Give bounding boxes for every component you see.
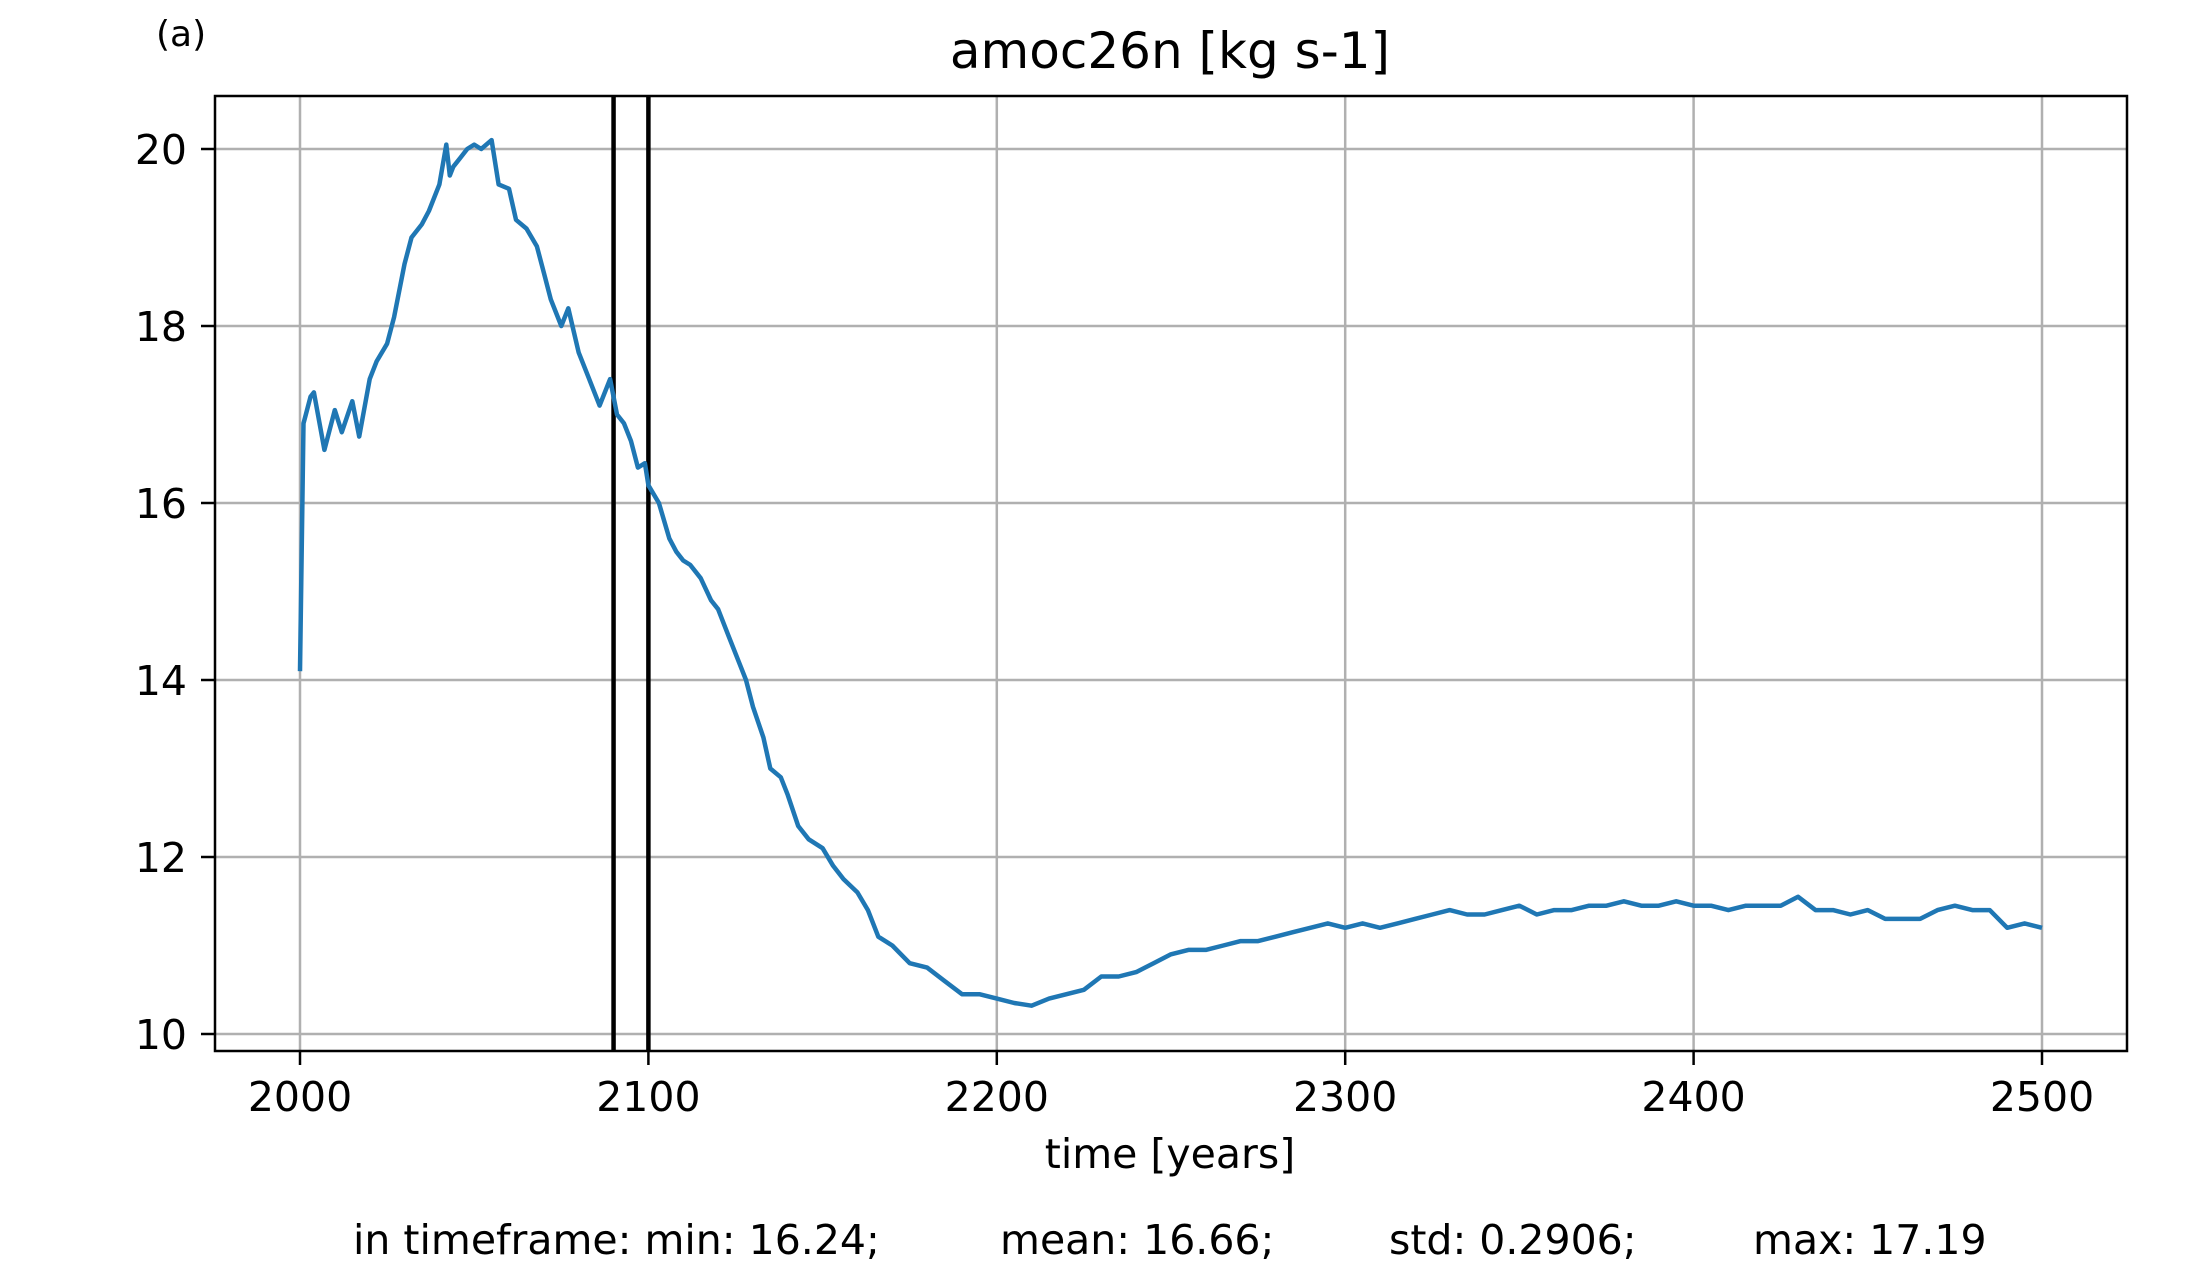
x-tick-label: 2000 <box>248 1073 352 1121</box>
x-tick-label: 2400 <box>1641 1073 1745 1121</box>
stat-mean: mean: 16.66; <box>1000 1216 1274 1263</box>
stat-min: in timeframe: min: 16.24; <box>353 1216 880 1263</box>
ticks: 2000 2100 2200 2300 2400 2500 10 12 14 16 18 20 <box>135 126 2094 1121</box>
y-tick-label: 14 <box>135 657 187 705</box>
x-tick-label: 2100 <box>596 1073 700 1121</box>
x-axis-label: time [years] <box>1045 1130 1295 1178</box>
x-tick-label: 2200 <box>945 1073 1049 1121</box>
series-line-amoc26n <box>297 137 2043 1008</box>
panel-label: (a) <box>156 14 206 55</box>
chart-title: amoc26n [kg s-1] <box>950 22 1390 80</box>
x-tick-label: 2500 <box>1990 1073 2094 1121</box>
stat-std: std: 0.2906; <box>1389 1216 1637 1263</box>
grid <box>215 96 2127 1051</box>
stat-max: max: 17.19 <box>1753 1216 1987 1263</box>
y-tick-label: 16 <box>135 480 187 528</box>
y-tick-label: 10 <box>135 1011 187 1059</box>
y-tick-label: 18 <box>135 303 187 351</box>
vertical-markers <box>611 96 651 1051</box>
y-tick-label: 20 <box>135 126 187 174</box>
y-tick-label: 12 <box>135 834 187 882</box>
plot-frame <box>213 94 2129 1053</box>
x-tick-label: 2300 <box>1293 1073 1397 1121</box>
